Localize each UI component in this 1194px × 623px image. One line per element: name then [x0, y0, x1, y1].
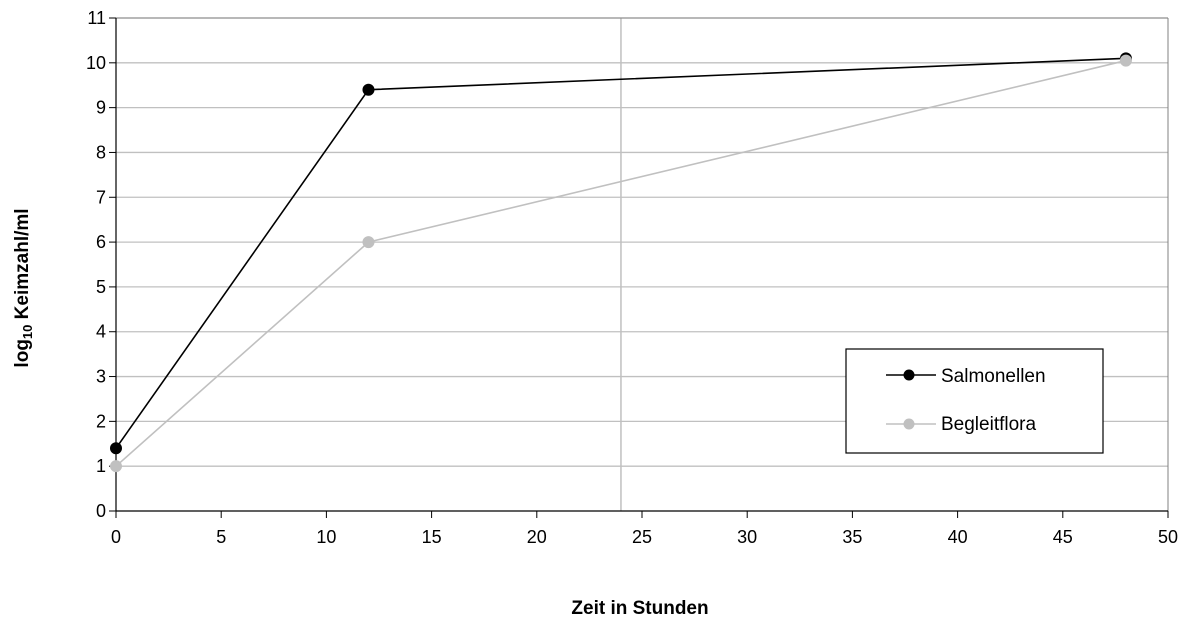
y-tick-label-9: 9 — [96, 98, 106, 118]
x-tick-label-50: 50 — [1158, 527, 1178, 547]
x-tick-label-30: 30 — [737, 527, 757, 547]
legend-entry-salmonellen: Salmonellen — [886, 366, 1046, 387]
legend-entry-begleitflora: Begleitflora — [886, 414, 1036, 435]
y-tick-label-0: 0 — [96, 501, 106, 521]
x-tick-label-20: 20 — [527, 527, 547, 547]
y-axis-title: log10 Keimzahl/ml — [12, 208, 35, 367]
y-tick-label-5: 5 — [96, 277, 106, 297]
data-point-salmonellen-1 — [362, 83, 375, 96]
y-tick-label-3: 3 — [96, 367, 106, 387]
legend-marker-salmonellen — [903, 369, 915, 381]
data-point-begleitflora-1 — [362, 236, 375, 249]
data-point-salmonellen-0 — [110, 442, 122, 455]
legend-marker-begleitflora — [903, 418, 915, 430]
x-tick-label-0: 0 — [111, 527, 121, 547]
y-tick-label-1: 1 — [96, 456, 106, 476]
x-tick-label-10: 10 — [316, 527, 336, 547]
y-tick-label-6: 6 — [96, 232, 106, 252]
x-tick-label-45: 45 — [1053, 527, 1073, 547]
legend-label-salmonellen: Salmonellen — [941, 366, 1046, 387]
x-tick-label-40: 40 — [948, 527, 968, 547]
y-tick-label-10: 10 — [86, 53, 106, 73]
series-layer — [110, 52, 1132, 473]
y-tick-label-4: 4 — [96, 322, 106, 342]
x-tick-label-5: 5 — [216, 527, 226, 547]
x-tick-label-25: 25 — [632, 527, 652, 547]
y-tick-label-7: 7 — [96, 187, 106, 207]
y-tick-label-8: 8 — [96, 142, 106, 162]
y-tick-label-11: 11 — [87, 8, 106, 28]
x-tick-label-15: 15 — [422, 527, 442, 547]
y-tick-label-2: 2 — [96, 411, 106, 431]
data-point-begleitflora-0 — [110, 460, 122, 473]
legend: Salmonellen Begleitflora — [845, 348, 1104, 454]
x-tick-label-35: 35 — [842, 527, 862, 547]
legend-box — [845, 348, 1104, 454]
x-axis-title: Zeit in Stunden — [571, 598, 708, 619]
legend-label-begleitflora: Begleitflora — [941, 414, 1036, 435]
data-point-begleitflora-2 — [1119, 54, 1132, 67]
